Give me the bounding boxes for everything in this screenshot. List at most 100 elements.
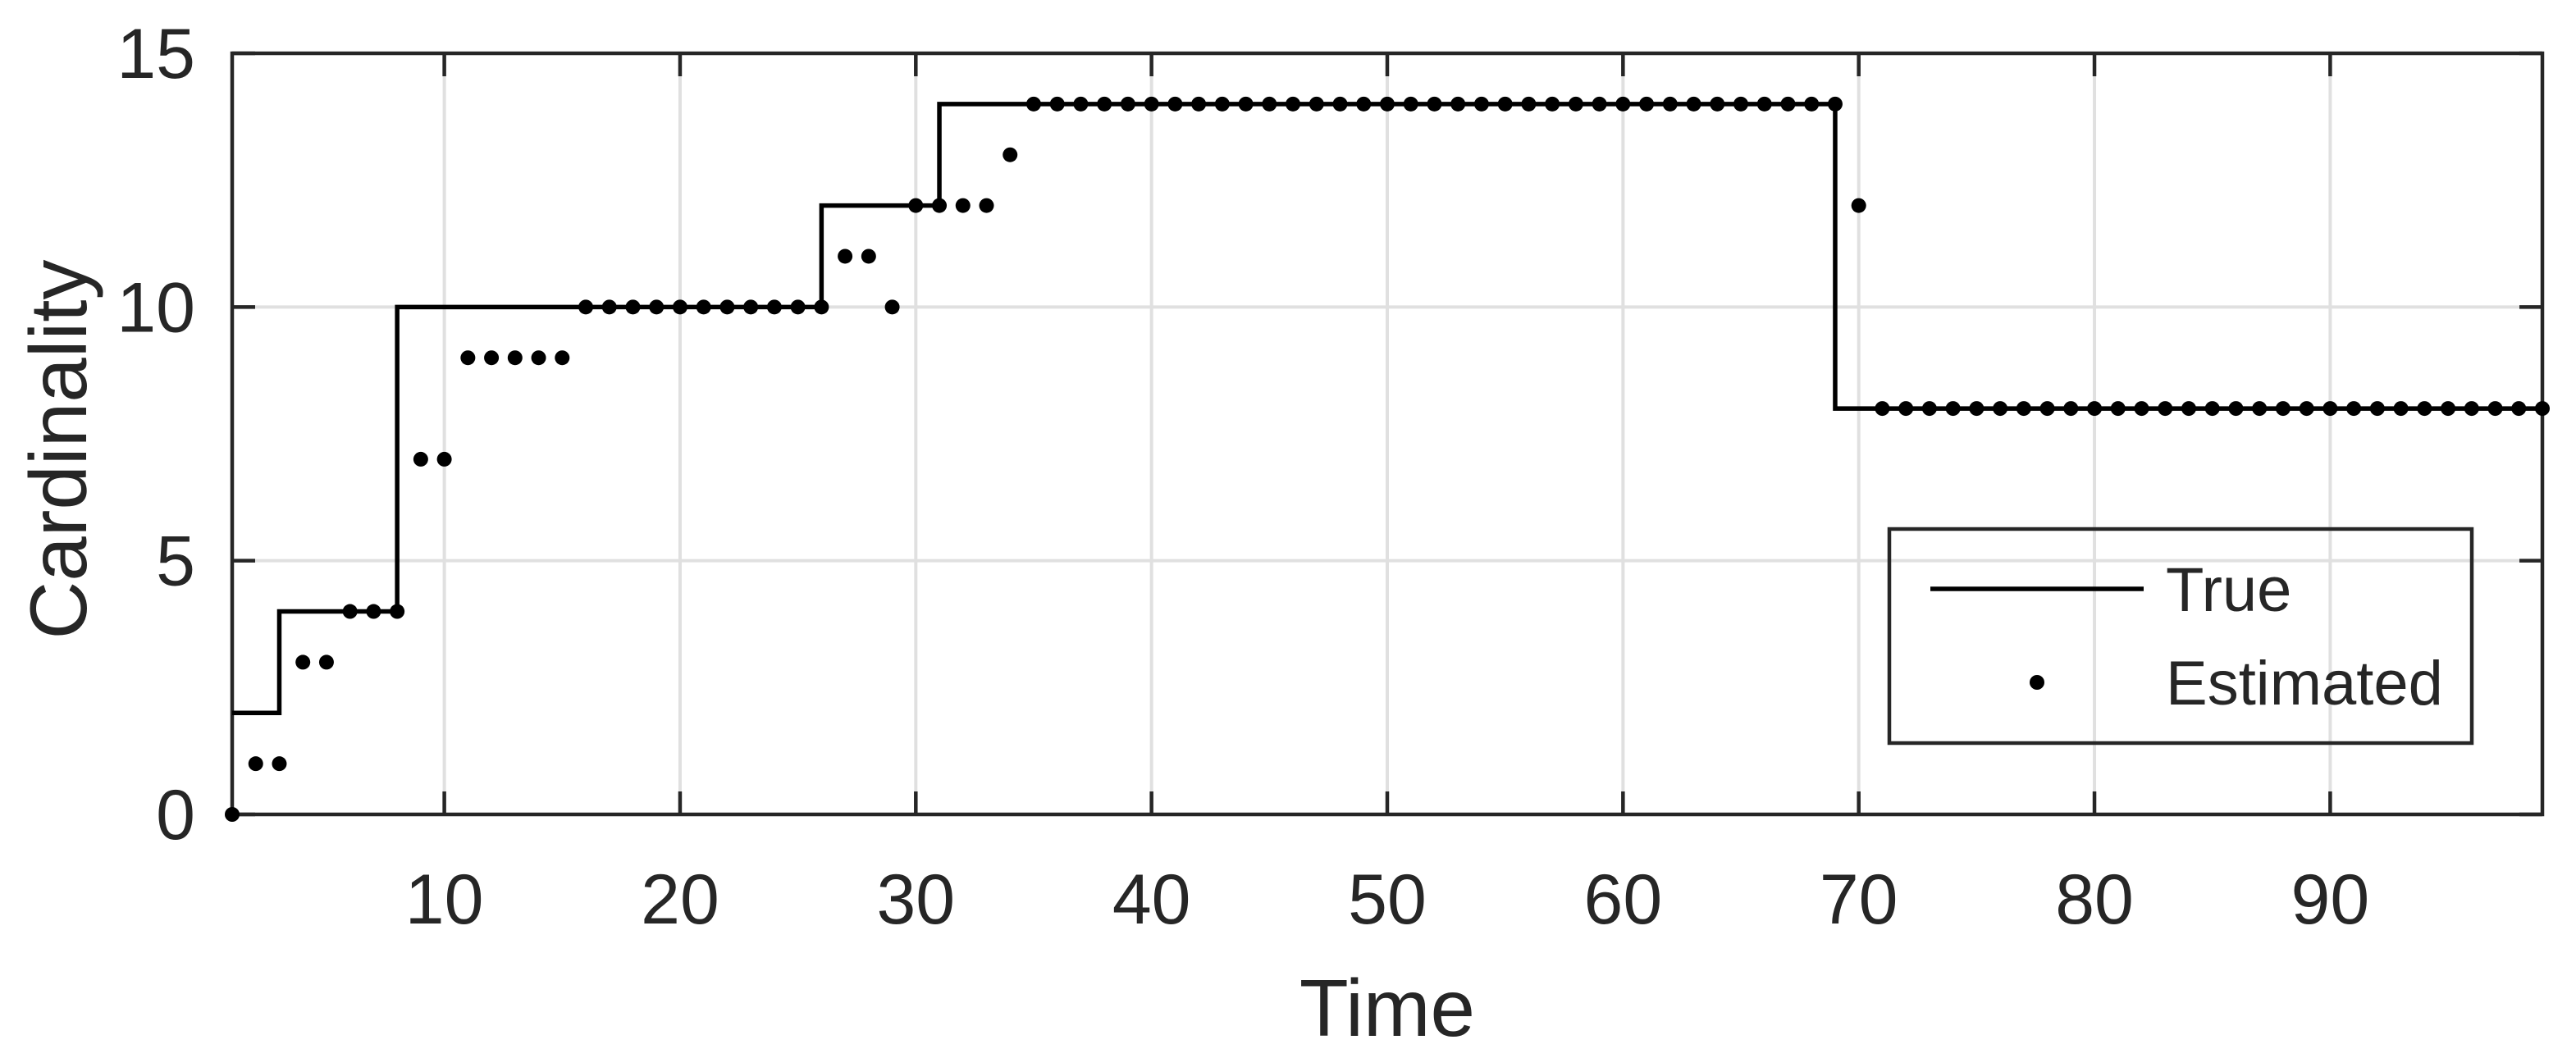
y-axis-label: Cardinality [13,260,103,640]
y-tick-label: 0 [156,776,195,855]
estimated-data-point [1356,96,1372,112]
y-tick-label: 5 [156,522,195,601]
estimated-data-point [1120,96,1135,112]
estimated-data-point [672,299,687,315]
estimated-data-point [1073,96,1089,112]
estimated-data-point [1686,96,1701,112]
x-tick-label: 10 [405,860,484,939]
estimated-data-point [484,350,500,366]
estimated-data-point [1309,96,1324,112]
estimated-data-point [2511,401,2527,417]
estimated-data-point [1097,96,1112,112]
estimated-data-point [2323,401,2338,417]
estimated-data-point [436,451,452,467]
estimated-data-point [2204,401,2220,417]
x-tick-label: 40 [1112,860,1191,939]
legend-estimated-marker-dot [2030,675,2044,690]
plot-border-box [230,51,2545,817]
estimated-data-point [1191,96,1207,112]
estimated-data-point [2393,401,2409,417]
estimated-data-point [1875,401,1890,417]
estimated-data-point [1568,96,1583,112]
estimated-data-point [2346,401,2362,417]
estimated-data-point [2016,401,2031,417]
estimated-data-point [932,198,948,213]
estimated-data-point [2181,401,2196,417]
estimated-data-point [2535,401,2550,417]
estimated-data-point [225,807,240,822]
y-tick-label: 15 [116,15,195,93]
true-series-line [232,102,2542,716]
estimated-data-point [1473,96,1489,112]
legend-estimated-label: Estimated [2166,649,2443,718]
estimated-data-point [696,299,711,315]
estimated-data-point [766,299,782,315]
estimated-data-point [979,198,994,213]
estimated-data-point [2299,401,2314,417]
estimated-data-point [1049,96,1065,112]
estimated-data-point [861,249,876,264]
estimated-data-point [1804,96,1820,112]
data-series-layer [225,96,2550,822]
estimated-data-point [460,350,476,366]
estimated-data-point [2441,401,2456,417]
estimated-data-point [1262,96,1277,112]
estimated-data-point [790,299,806,315]
estimated-data-point [1450,96,1466,112]
legend-true-label: True [2166,555,2291,625]
estimated-data-point [2369,401,2385,417]
estimated-data-point [531,350,546,366]
estimated-data-point [1662,96,1678,112]
estimated-data-point [1214,96,1230,112]
estimated-data-point [2417,401,2432,417]
estimated-data-point [884,299,900,315]
estimated-data-point [318,654,334,670]
estimated-data-point [1993,401,2008,417]
estimated-data-point [908,198,924,213]
estimated-data-point [1427,96,1442,112]
estimated-data-point [649,299,665,315]
estimated-data-point [1238,96,1254,112]
estimated-data-point [2464,401,2479,417]
legend: True Estimated [1887,527,2474,746]
estimated-data-point [390,604,405,619]
estimated-data-point [2134,401,2149,417]
estimated-data-point [1025,96,1041,112]
estimated-data-point [1756,96,1772,112]
estimated-data-point [1521,96,1537,112]
estimated-data-point [1945,401,1961,417]
estimated-data-point [507,350,523,366]
estimated-data-point [248,756,263,772]
x-tick-label: 90 [2291,860,2370,939]
tick-labels-layer: 10 20 30 40 50 60 70 80 90 0 5 10 15 [116,15,2369,939]
x-tick-label: 80 [2055,860,2134,939]
estimated-data-point [1144,96,1159,112]
estimated-data-point [2275,401,2291,417]
estimated-data-point [1497,96,1513,112]
estimated-data-point [1969,401,1985,417]
estimated-data-point [625,299,641,315]
estimated-data-point [1592,96,1607,112]
estimated-data-point [2087,401,2103,417]
estimated-data-point [578,299,594,315]
estimated-data-point [2252,401,2268,417]
x-tick-label: 60 [1584,860,1663,939]
estimated-data-point [272,756,287,772]
estimated-data-point [1639,96,1655,112]
estimated-data-point [1545,96,1560,112]
estimated-data-point [1898,401,1914,417]
estimated-data-point [1286,96,1301,112]
estimated-data-point [2228,401,2244,417]
estimated-data-point [601,299,617,315]
estimated-data-point [2158,401,2173,417]
estimated-data-point [2039,401,2055,417]
x-tick-label: 20 [641,860,719,939]
estimated-data-point [2063,401,2079,417]
legend-box [1887,527,2474,746]
estimated-data-point [413,451,428,467]
estimated-data-point [342,604,358,619]
estimated-data-point [1827,96,1843,112]
estimated-data-point [555,350,570,366]
estimated-data-point [1167,96,1183,112]
